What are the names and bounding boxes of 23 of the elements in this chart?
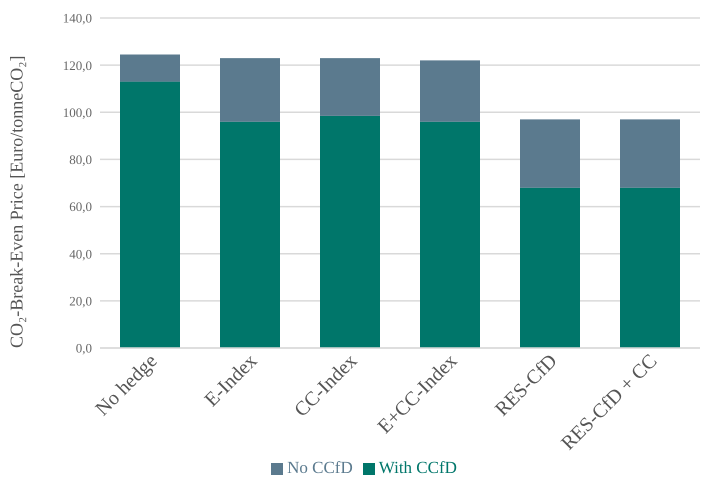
bar bbox=[120, 82, 180, 348]
bar bbox=[620, 188, 680, 348]
legend-label: No CCfD bbox=[287, 458, 353, 477]
bar bbox=[320, 116, 380, 348]
legend-label: With CCfD bbox=[378, 458, 457, 477]
y-tick-label: 120,0 bbox=[62, 58, 92, 73]
bar bbox=[620, 119, 680, 188]
y-tick-label: 100,0 bbox=[62, 104, 92, 120]
y-tick-label: 140,0 bbox=[62, 10, 92, 26]
y-tick-label: 0,0 bbox=[76, 340, 92, 356]
bar bbox=[220, 122, 280, 348]
bar bbox=[220, 58, 280, 122]
bar bbox=[420, 122, 480, 348]
y-axis-title: CO₂-Break-Even Price [Euro/tonneCO₂] bbox=[6, 56, 26, 348]
bar bbox=[420, 60, 480, 122]
bar bbox=[520, 119, 580, 188]
bar bbox=[320, 58, 380, 116]
y-tick-label: 80,0 bbox=[69, 152, 92, 168]
y-tick-label: 20,0 bbox=[69, 293, 92, 308]
bar bbox=[120, 54, 180, 82]
y-tick-label: 40,0 bbox=[69, 246, 92, 262]
y-tick-label: 60,0 bbox=[69, 199, 92, 214]
bar bbox=[520, 188, 580, 348]
